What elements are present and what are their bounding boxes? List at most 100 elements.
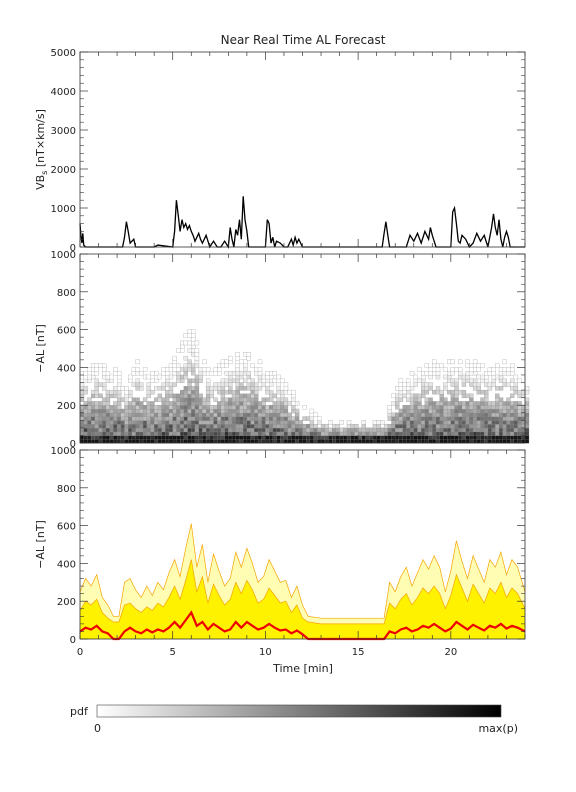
pdf-cell xyxy=(495,431,500,436)
pdf-cell xyxy=(224,397,229,402)
pdf-cell xyxy=(306,431,311,436)
pdf-cell xyxy=(424,401,430,406)
pdf-cell xyxy=(231,412,237,417)
pdf-cell xyxy=(269,371,274,376)
pdf-cell xyxy=(187,340,192,346)
pdf-cell xyxy=(157,435,163,440)
pdf-cell xyxy=(220,401,226,406)
pdf-cell xyxy=(276,382,281,387)
pdf-cell xyxy=(228,420,233,425)
pdf-cell xyxy=(102,382,107,387)
pdf-cell xyxy=(146,382,151,387)
pdf-cell xyxy=(435,431,441,436)
pdf-cell xyxy=(180,367,185,372)
y-tick-label: 1000 xyxy=(51,446,76,457)
pdf-cell xyxy=(79,393,85,399)
pdf-cell xyxy=(194,412,200,417)
pdf-cell xyxy=(291,408,296,414)
pdf-cell xyxy=(168,401,174,406)
pdf-cell xyxy=(79,431,85,436)
pdf-cell xyxy=(487,386,493,391)
pdf-cell xyxy=(239,359,244,365)
pdf-cell xyxy=(79,374,85,380)
pdf-cell xyxy=(205,435,211,440)
pdf-cell xyxy=(161,435,166,440)
pdf-cell xyxy=(476,427,481,433)
pdf-cell xyxy=(135,427,140,433)
pdf-cell xyxy=(220,382,226,387)
pdf-cell xyxy=(480,389,485,395)
pdf-cell xyxy=(294,431,300,436)
pdf-cell xyxy=(228,427,233,433)
pdf-cell xyxy=(183,405,188,410)
pdf-cell xyxy=(432,416,437,421)
pdf-cell xyxy=(502,408,507,414)
pdf-cell xyxy=(443,412,448,417)
pdf-cell xyxy=(335,431,341,436)
pdf-cell xyxy=(346,423,352,429)
pdf-cell xyxy=(265,405,270,410)
pdf-cell xyxy=(161,412,166,417)
pdf-cell xyxy=(346,431,352,436)
pdf-cell xyxy=(116,408,122,414)
pdf-cell xyxy=(257,371,263,376)
pdf-cell xyxy=(461,393,467,399)
pdf-cell xyxy=(83,389,88,395)
pdf-cell xyxy=(235,371,240,376)
pdf-cell xyxy=(254,423,259,429)
pdf-cell xyxy=(168,393,174,399)
pdf-cell xyxy=(235,359,240,365)
pdf-cell xyxy=(450,389,455,395)
pdf-cell xyxy=(261,416,266,421)
pdf-cell xyxy=(432,363,437,368)
pdf-cell xyxy=(432,401,437,406)
x-tick-label: 0 xyxy=(77,647,83,658)
pdf-cell xyxy=(276,420,281,425)
pdf-cell xyxy=(421,386,426,391)
pdf-cell xyxy=(469,397,474,402)
pdf-cell xyxy=(402,423,407,429)
pdf-cell xyxy=(105,435,111,440)
pdf-cell xyxy=(168,382,174,387)
pdf-cell xyxy=(146,389,151,395)
pdf-cell xyxy=(272,427,277,433)
pdf-cell xyxy=(102,435,107,440)
pdf-cell xyxy=(424,371,430,376)
pdf-cell xyxy=(220,386,226,391)
pdf-cell xyxy=(484,393,489,399)
pdf-cell xyxy=(472,359,478,365)
pdf-cell xyxy=(283,431,289,436)
pdf-cell xyxy=(128,378,133,383)
pdf-cell xyxy=(439,431,444,436)
pdf-cell xyxy=(269,393,274,399)
pdf-cell xyxy=(83,386,88,391)
pdf-cell xyxy=(213,408,218,414)
pdf-cell xyxy=(224,401,229,406)
pdf-cell xyxy=(224,378,229,383)
pdf-cell xyxy=(146,405,151,410)
pdf-cell xyxy=(265,374,270,380)
pdf-cell xyxy=(191,352,196,357)
pdf-cell xyxy=(402,416,407,421)
pdf-cell xyxy=(105,420,111,425)
pdf-cell xyxy=(417,412,422,417)
pdf-cell xyxy=(339,435,344,440)
pdf-cell xyxy=(246,423,252,429)
pdf-cell xyxy=(491,401,496,406)
pdf-cell xyxy=(87,420,92,425)
pdf-cell xyxy=(113,427,118,433)
pdf-cell xyxy=(413,397,418,402)
pdf-cell xyxy=(257,423,263,429)
pdf-cell xyxy=(146,431,151,436)
pdf-cell xyxy=(424,431,430,436)
pdf-cell xyxy=(476,363,481,368)
pdf-cell xyxy=(139,408,144,414)
pdf-cell xyxy=(265,435,270,440)
pdf-cell xyxy=(424,420,430,425)
pdf-cell xyxy=(202,401,207,406)
pdf-cell xyxy=(220,389,226,395)
pdf-cell xyxy=(139,435,144,440)
pdf-cell xyxy=(450,431,455,436)
pdf-cell xyxy=(402,405,407,410)
pdf-cell xyxy=(124,386,129,391)
